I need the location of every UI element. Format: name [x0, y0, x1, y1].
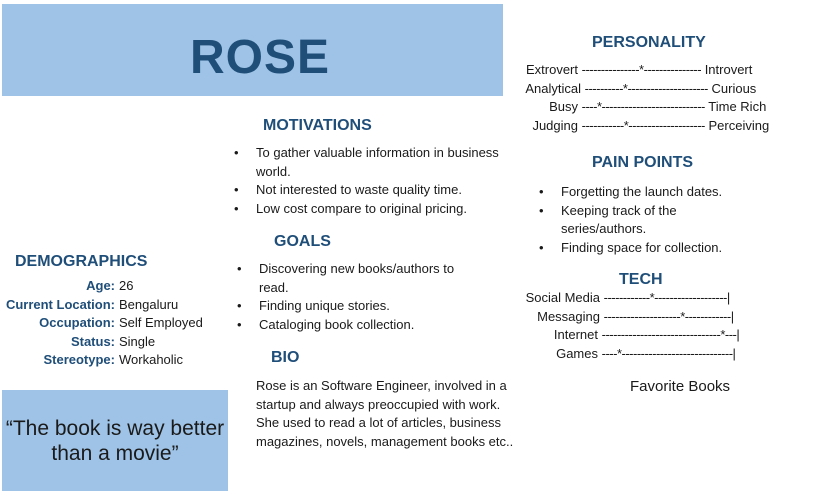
demographics-row: Age: 26	[86, 278, 134, 293]
persona-name: ROSE	[190, 31, 331, 84]
persona-quote: “The book is way better than a movie”	[5, 417, 225, 465]
goals-list: • Discovering new books/authors to read. …	[237, 260, 479, 334]
list-item: • Discovering new books/authors to read.	[237, 261, 455, 295]
list-item: • Cataloging book collection.	[237, 316, 415, 332]
motivations-list: • To gather valuable information in busin…	[234, 144, 521, 218]
demographics-row: Current Location: Bengaluru	[5, 296, 179, 312]
quote-box	[2, 390, 228, 491]
demographics-row: Status: Single	[70, 333, 156, 349]
pain-points-heading: PAIN POINTS	[592, 154, 694, 171]
pain-points-list: • Forgetting the launch dates. • Keeping t…	[539, 183, 761, 257]
list-item: • Forgetting the launch dates.	[539, 184, 723, 199]
name-banner	[2, 4, 503, 96]
tech-scales: Social Media ------------*--------------…	[505, 290, 740, 364]
demographics-row: Occupation: Self Employed	[39, 315, 203, 330]
motivations-heading: MOTIVATIONS	[263, 117, 372, 134]
bio-heading: BIO	[271, 349, 300, 366]
list-item: • Finding unique stories.	[237, 298, 390, 313]
tech-row: Games ----*-----------------------------…	[556, 345, 736, 361]
personality-scales: Extrovert ---------------*--------------…	[505, 62, 769, 136]
tech-heading: TECH	[619, 271, 663, 288]
favorite-books-heading: Favorite Books	[630, 378, 731, 395]
personality-row: Judging -----------*--------------------…	[532, 117, 770, 133]
bio-text: Rose is an Software Engineer, involved i…	[256, 378, 514, 449]
tech-row: Internet -------------------------------…	[553, 327, 740, 342]
list-item: • Not interested to waste quality time.	[234, 182, 462, 197]
demographics-row: Stereotype: Workaholic	[43, 352, 184, 367]
goals-heading: GOALS	[274, 233, 331, 250]
personality-row: Analytical ----------*------------------…	[525, 80, 757, 96]
list-item: • Keeping track of the series/authors.	[539, 202, 677, 237]
personality-heading: PERSONALITY	[592, 34, 706, 51]
personality-row: Busy ----*--------------------------- Ti…	[549, 99, 767, 114]
list-item: • Finding space for collection.	[539, 239, 723, 255]
list-item: • Low cost compare to original pricing.	[234, 200, 467, 216]
tech-row: Social Media ------------*--------------…	[525, 290, 731, 305]
list-item: • To gather valuable information in busin…	[234, 145, 499, 179]
tech-row: Messaging --------------------*---------…	[537, 308, 734, 324]
demographics-list: Age: 26 Current Location: Bengaluru Occupa…	[4, 277, 203, 370]
demographics-heading: DEMOGRAPHICS	[15, 253, 148, 270]
personality-row: Extrovert ---------------*--------------…	[525, 62, 753, 77]
